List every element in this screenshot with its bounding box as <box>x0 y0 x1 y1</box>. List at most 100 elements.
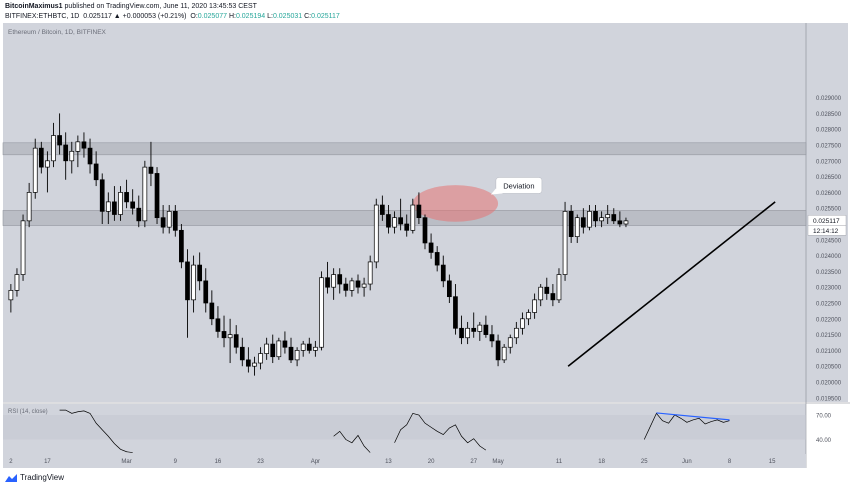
time-tick-label: 9 <box>174 459 178 465</box>
candle-down <box>453 296 458 329</box>
candle-up <box>373 204 379 263</box>
candle-down <box>130 201 136 209</box>
candle-up <box>14 274 20 291</box>
candle-down <box>246 359 251 367</box>
candle-down <box>239 346 245 361</box>
candle-down <box>197 264 203 282</box>
tradingview-logo-icon <box>5 473 17 482</box>
candle-down <box>185 261 190 301</box>
candle-down <box>148 166 154 174</box>
high-value: 0.025194 <box>235 13 266 20</box>
price-change: 0.025117 ▲ +0.000053 (+0.21%) <box>83 13 187 20</box>
candle-up <box>252 362 257 367</box>
rsi-tick-label: 70.00 <box>816 414 832 420</box>
rsi-title: RSI (14, close) <box>8 409 48 415</box>
candle-down <box>99 179 105 212</box>
candle-up <box>367 261 373 285</box>
candle-down <box>428 242 434 253</box>
rsi-line <box>59 409 133 453</box>
price-tick-label: 0.022500 <box>816 302 842 308</box>
candle-down <box>81 141 87 149</box>
candle-down <box>136 207 142 222</box>
candle-down <box>447 280 452 298</box>
candle-up <box>410 204 416 231</box>
candle-up <box>605 214 611 219</box>
price-tick-label: 0.023500 <box>816 270 842 276</box>
candle-down <box>93 163 99 181</box>
candle-down <box>124 192 129 203</box>
candle-down <box>568 211 574 237</box>
open-label: O: <box>190 13 198 20</box>
candle-down <box>57 135 62 146</box>
price-tick-label: 0.026000 <box>816 191 842 197</box>
time-tick-label: 16 <box>215 459 222 465</box>
rsi-tick-label: 40.00 <box>816 438 832 444</box>
candle-up <box>45 160 50 168</box>
candle-down <box>203 280 209 304</box>
candle-up <box>276 340 282 358</box>
candle-down <box>215 318 221 332</box>
candle-up <box>227 334 233 339</box>
candle-down <box>270 343 276 358</box>
candle-up <box>166 211 172 228</box>
candle-down <box>160 217 166 228</box>
tradingview-brand: TradingView <box>20 473 65 482</box>
candle-up <box>26 192 32 222</box>
time-tick-label: Jun <box>682 459 692 465</box>
candle-up <box>361 283 367 288</box>
time-axis-bg <box>3 454 806 468</box>
rsi-band <box>3 415 806 440</box>
time-tick-label: May <box>492 459 503 465</box>
time-tick-label: 8 <box>728 459 732 465</box>
candle-down <box>172 211 178 231</box>
candle-down <box>179 229 184 263</box>
candle-down <box>580 217 586 228</box>
candle-up <box>392 217 397 228</box>
price-axis-bg <box>806 23 848 402</box>
candle-up <box>520 318 525 329</box>
publish-info: BitcoinMaximus1 published on TradingView… <box>5 3 257 10</box>
candle-up <box>513 327 519 339</box>
symbol-label[interactable]: BITFINEX:ETHBTC, 1D <box>5 13 80 20</box>
price-tick-label: 0.021500 <box>816 333 842 339</box>
time-tick-label: 25 <box>641 459 648 465</box>
candle-up <box>599 217 604 222</box>
time-tick-label: 27 <box>470 459 477 465</box>
candle-up <box>526 312 531 320</box>
rsi-divergence-line <box>656 412 730 421</box>
time-tick-label: 20 <box>428 459 435 465</box>
candle-down <box>306 343 312 351</box>
time-tick-label: 17 <box>44 459 51 465</box>
countdown-tag <box>807 225 847 236</box>
ascending-trendline <box>567 201 776 367</box>
close-value: 0.025117 <box>311 13 340 20</box>
candle-down <box>386 214 391 228</box>
candle-up <box>587 211 592 228</box>
price-tick-label: 0.025500 <box>816 207 842 213</box>
candle-up <box>538 286 544 301</box>
price-tick-label: 0.024500 <box>816 238 842 244</box>
price-tick-label: 0.020000 <box>816 381 842 387</box>
deviation-callout-box <box>495 177 543 194</box>
candle-up <box>574 217 580 237</box>
price-tick-label: 0.029000 <box>816 96 842 102</box>
candle-up <box>319 277 324 348</box>
candle-up <box>300 343 306 351</box>
deviation-label: Deviation <box>503 181 534 190</box>
resistance-zone-2 <box>2 210 807 226</box>
candle-up <box>532 299 537 313</box>
candle-down <box>343 283 349 291</box>
author-name[interactable]: BitcoinMaximus1 <box>5 3 63 10</box>
tradingview-logo[interactable]: TradingView <box>5 473 64 482</box>
time-tick-label: Apr <box>311 459 320 465</box>
price-tick-label: 0.028500 <box>816 112 842 118</box>
chart-title: Ethereum / Bitcoin, 1D, BITFINEX <box>8 29 107 36</box>
candle-up <box>118 192 123 215</box>
chart-area[interactable]: 0.029000 0.028500 0.028000 0.027500 0.027000… <box>0 22 850 470</box>
time-tick-label: Mar <box>121 459 131 465</box>
candle-down <box>422 217 428 244</box>
low-value: 0.025031 <box>272 13 303 20</box>
open-value: 0.025077 <box>197 13 227 20</box>
candle-down <box>233 334 239 348</box>
price-tick-label: 0.024000 <box>816 254 842 260</box>
